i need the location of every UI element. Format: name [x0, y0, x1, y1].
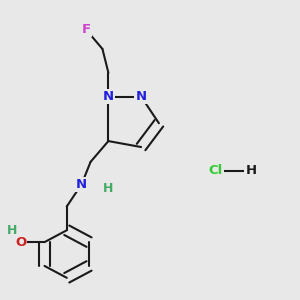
Text: Cl: Cl — [208, 164, 223, 177]
Text: H: H — [103, 182, 114, 195]
Text: N: N — [136, 90, 147, 103]
Text: F: F — [82, 23, 91, 36]
Text: O: O — [15, 236, 26, 249]
Text: H: H — [245, 164, 256, 177]
Text: N: N — [76, 178, 87, 191]
Text: H: H — [7, 224, 17, 237]
Text: N: N — [103, 90, 114, 103]
